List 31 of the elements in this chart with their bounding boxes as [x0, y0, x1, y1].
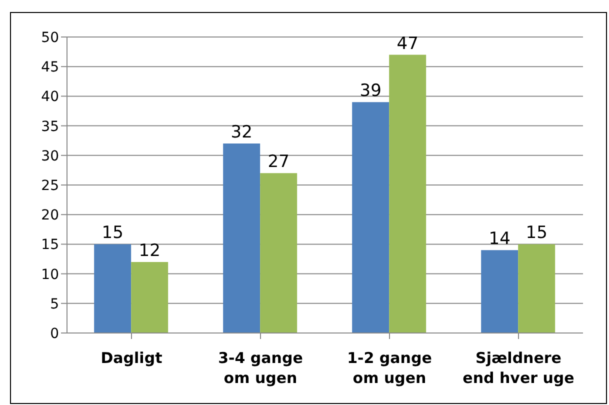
data-label: 15 — [526, 223, 548, 244]
x-tick-label: Dagligt — [100, 349, 162, 367]
y-tick-label: 45 — [41, 60, 59, 76]
y-tick-label: 40 — [41, 89, 59, 106]
data-label: 15 — [102, 223, 124, 244]
bar — [260, 173, 298, 333]
bar — [389, 54, 426, 333]
bar — [518, 244, 556, 333]
data-label: 27 — [268, 152, 290, 172]
y-tick-label: 30 — [41, 148, 59, 164]
y-tick-label: 10 — [41, 266, 59, 283]
bar — [352, 102, 390, 333]
x-tick-label: 1-2 gange om ugen — [347, 349, 432, 387]
data-label: 14 — [488, 229, 510, 250]
y-tick-label: 5 — [50, 296, 59, 312]
y-tick-label: 25 — [41, 178, 59, 194]
x-tick-label: Sjældnere end hver uge — [462, 349, 574, 387]
bar — [481, 250, 518, 333]
data-label: 12 — [138, 240, 160, 261]
bar — [223, 144, 260, 333]
data-label: 32 — [230, 122, 252, 143]
y-tick-label: 15 — [41, 237, 59, 254]
x-tick-label: 3-4 gange om ugen — [218, 349, 303, 387]
bar — [94, 244, 132, 333]
data-label: 39 — [360, 81, 382, 102]
y-tick-label: 20 — [41, 208, 59, 224]
y-tick-label: 50 — [41, 30, 59, 46]
data-label: 47 — [396, 34, 418, 54]
y-tick-label: 35 — [41, 118, 59, 135]
y-tick-label: 0 — [50, 326, 59, 342]
bar — [131, 262, 168, 333]
